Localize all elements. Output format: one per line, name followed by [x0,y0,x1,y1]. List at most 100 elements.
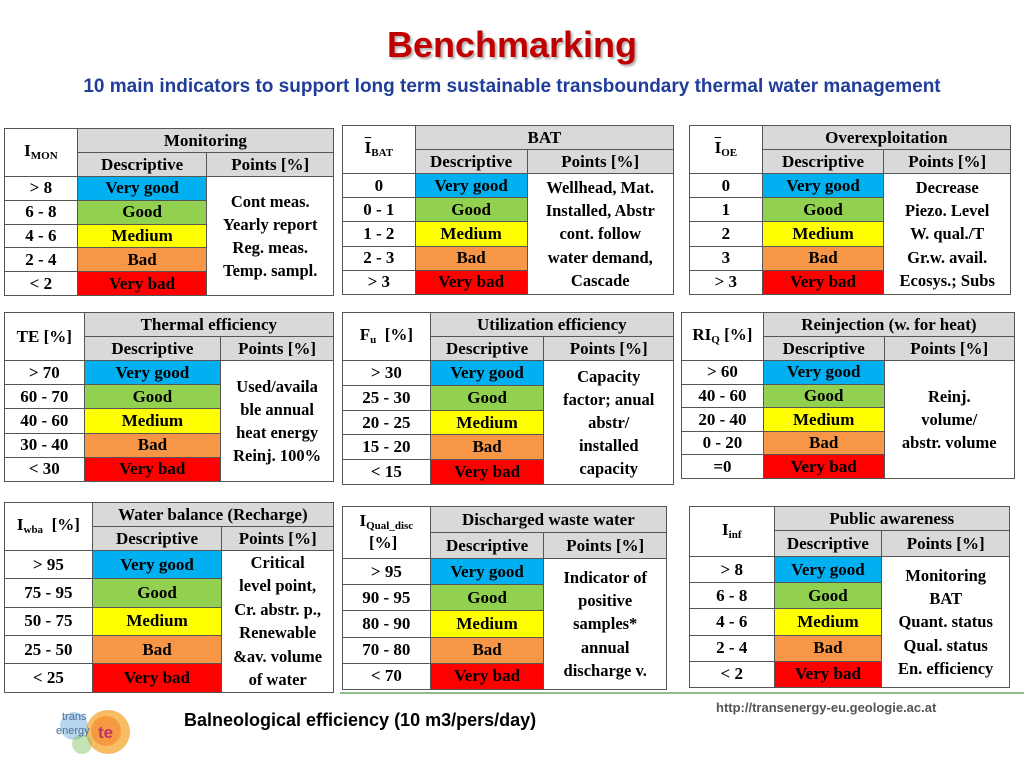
range-cell: 6 - 8 [4,199,78,225]
rating-medium: Medium [414,221,528,247]
rating-bad: Bad [761,245,885,271]
descriptive-header: Descriptive [429,532,545,559]
footer-divider [340,692,1024,694]
discharged-waste-water-table: IQual_disc [%] Discharged waste water Des… [342,506,668,691]
range-cell: 2 - 3 [342,245,416,271]
svg-text:energy: energy [56,725,90,737]
range-cell: 25 - 30 [342,384,431,411]
points-header: Points [%] [881,530,1010,557]
range-cell: < 2 [4,271,78,296]
rating-very-good: Very good [429,360,545,386]
rating-very-good: Very good [414,172,528,199]
range-cell: 0 [342,172,416,199]
rating-medium: Medium [76,223,208,249]
rating-medium: Medium [762,407,885,432]
range-cell: 2 [689,221,763,247]
footer-url[interactable]: http://transenergy-eu.geologie.ac.at [716,700,937,715]
points-header: Points [%] [220,336,334,361]
rating-good: Good [761,197,885,223]
descriptive-header: Descriptive [83,336,222,361]
points-header: Points [%] [206,152,334,177]
range-cell: 60 - 70 [4,384,85,410]
range-cell: < 2 [689,660,775,689]
thermal-efficiency-table: TE [%] Thermal efficiency Descriptive Po… [4,312,335,483]
range-cell: 75 - 95 [4,578,93,608]
range-cell: 25 - 50 [4,634,93,665]
points-header: Points [%] [526,149,674,174]
rating-very-bad: Very bad [429,662,545,691]
range-cell: < 70 [342,662,431,691]
range-cell: < 25 [4,663,93,693]
indicator-cell: IOE [689,125,763,174]
range-cell: 0 - 20 [681,430,764,456]
rating-very-good: Very good [91,549,223,580]
range-cell: 1 - 2 [342,221,416,247]
rating-medium: Medium [761,221,885,247]
range-cell: > 3 [342,269,416,296]
table-title: Public awareness [773,506,1011,531]
rating-good: Good [773,582,883,610]
rating-good: Good [762,383,885,409]
range-cell: 0 - 1 [342,197,416,223]
rating-very-bad: Very bad [773,660,883,689]
range-cell: 50 - 75 [4,606,93,636]
rating-very-good: Very good [761,172,885,199]
range-cell: 1 [689,197,763,223]
indicator-cell: IMON [4,128,78,177]
rating-good: Good [429,584,545,612]
page-subtitle: 10 main indicators to support long term … [83,76,941,97]
points-description: Capacity factor; anual abstr/installed capa… [543,360,674,485]
range-cell: < 30 [4,456,85,483]
range-cell: 15 - 20 [342,434,431,461]
public-awareness-table: Iinf Public awareness Descriptive Points… [689,506,1011,689]
descriptive-header: Descriptive [414,149,528,174]
rating-very-bad: Very bad [76,271,208,296]
rating-good: Good [429,384,545,411]
rating-medium: Medium [429,610,545,638]
range-cell: > 70 [4,359,85,386]
rating-good: Good [83,384,222,410]
bat-table: IBAT BAT Descriptive Points [%] 0 Very go… [342,125,675,296]
indicator-cell: Fu [%] [342,312,431,361]
table-title: BAT [414,125,675,150]
indicator-cell: IBAT [342,125,416,174]
rating-very-good: Very good [773,555,883,584]
range-cell: > 60 [681,360,764,385]
table-title: Water balance (Recharge) [91,502,335,527]
range-cell: > 95 [342,557,431,586]
range-cell: 2 - 4 [4,247,78,273]
rating-bad: Bad [429,434,545,461]
overexploitation-table: IOE Overexploitation Descriptive Points … [689,125,1012,296]
range-cell: > 8 [4,176,78,201]
range-cell: 2 - 4 [689,634,775,662]
range-cell: > 30 [342,360,431,386]
points-description: Reinj. volume/abstr. volume [883,360,1016,479]
table-title: Monitoring [76,128,335,153]
points-header: Points [%] [221,526,334,551]
rating-bad: Bad [76,247,208,273]
points-header: Points [%] [883,336,1016,361]
rating-good: Good [76,199,208,225]
points-description: Used/availa ble annual heat energy Reinj. 1… [220,360,334,482]
rating-very-bad: Very bad [429,459,545,485]
svg-text:te: te [98,723,113,742]
descriptive-header: Descriptive [762,336,885,361]
range-cell: 0 [689,172,763,199]
rating-very-good: Very good [83,359,222,386]
points-description: Monitoring BAT Quant. status Qual. status En… [881,556,1010,688]
table-title: Overexploitation [761,125,1012,150]
rating-medium: Medium [429,409,545,436]
rating-very-bad: Very bad [83,456,222,483]
points-description: Critical level point, Cr. abstr. p., Renewa… [221,550,334,693]
range-cell: 40 - 60 [681,383,764,409]
range-cell: 30 - 40 [4,432,85,458]
rating-bad: Bad [429,636,545,664]
indicator-cell: TE [%] [4,312,85,361]
rating-bad: Bad [91,634,223,665]
rating-medium: Medium [91,606,223,636]
indicator-cell: RIQ [%] [681,312,764,361]
range-cell: 3 [689,245,763,271]
svg-text:trans: trans [62,711,87,723]
table-title: Discharged waste water [429,506,668,533]
range-cell: 90 - 95 [342,584,431,612]
